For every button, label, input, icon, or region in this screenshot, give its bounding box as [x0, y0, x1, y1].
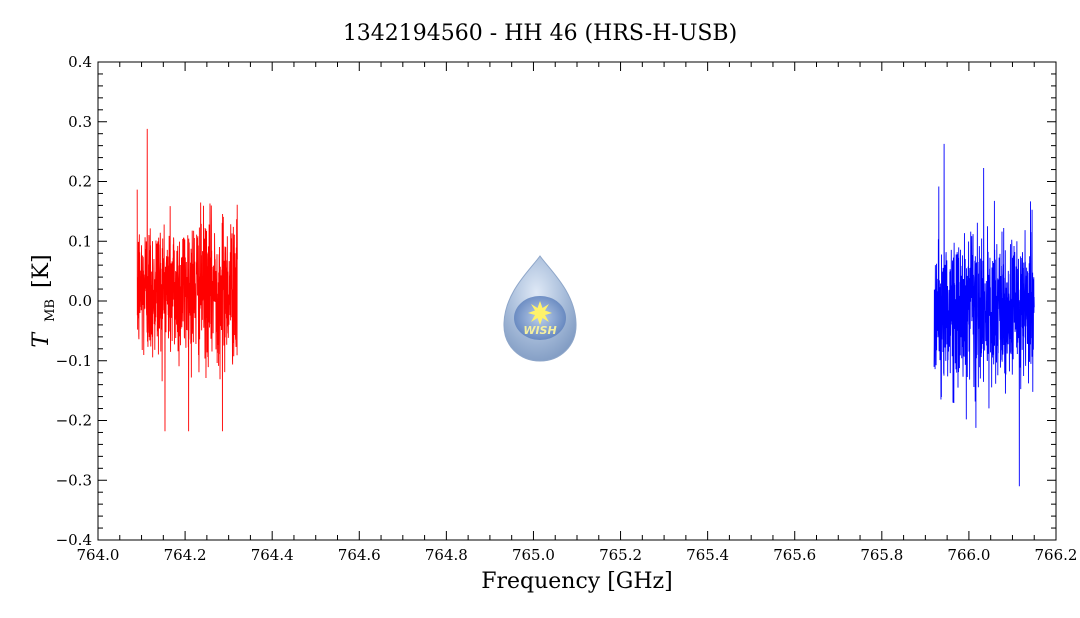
y-tick-label: −0.1 — [56, 352, 92, 370]
x-axis-label: Frequency [GHz] — [481, 569, 673, 594]
x-tick-label: 766.2 — [1035, 546, 1078, 564]
y-tick-label: 0.4 — [68, 53, 92, 71]
y-axis-label-main: T — [29, 331, 54, 348]
x-tick-label: 765.8 — [860, 546, 903, 564]
y-tick-label: 0.3 — [68, 113, 92, 131]
x-tick-label: 765.2 — [599, 546, 642, 564]
y-tick-label: −0.2 — [56, 412, 92, 430]
plot-area — [136, 128, 1035, 487]
spectrum-series-2 — [933, 143, 1035, 487]
x-tick-label: 764.4 — [251, 546, 294, 564]
plot-frame — [97, 61, 1057, 541]
x-tick-label: 764.2 — [164, 546, 207, 564]
y-tick-label: 0.0 — [68, 292, 92, 310]
svg-text:T MB [K]: T MB [K] — [29, 254, 60, 347]
x-tick-label: 764.8 — [425, 546, 468, 564]
x-tick-label: 765.6 — [773, 546, 816, 564]
y-tick-label: 0.1 — [68, 232, 92, 250]
y-axis-label-sub: MB — [43, 299, 58, 322]
y-tick-label: −0.3 — [56, 471, 92, 489]
wish-logo: WISH — [503, 255, 577, 362]
x-tick-label: 764.0 — [77, 546, 120, 564]
y-axis-label-unit: [K] — [29, 254, 54, 288]
star-icon — [528, 301, 552, 325]
y-axis-label: T MB [K] — [29, 254, 60, 347]
x-tick-label: 764.6 — [338, 546, 381, 564]
x-tick-label: 766.0 — [947, 546, 990, 564]
spectrum-series-1 — [136, 128, 238, 432]
axis-ticks: 764.0 764.2 764.4 764.6 764.8 765.0 765.2 765.4… — [56, 53, 1078, 564]
x-tick-label: 765.0 — [512, 546, 555, 564]
x-tick-label: 765.4 — [686, 546, 729, 564]
y-tick-label: 0.2 — [68, 173, 92, 191]
chart-title: 1342194560 - HH 46 (HRS-H-USB) — [343, 21, 737, 46]
logo-text: WISH — [523, 324, 556, 337]
y-tick-label: −0.4 — [56, 531, 92, 549]
